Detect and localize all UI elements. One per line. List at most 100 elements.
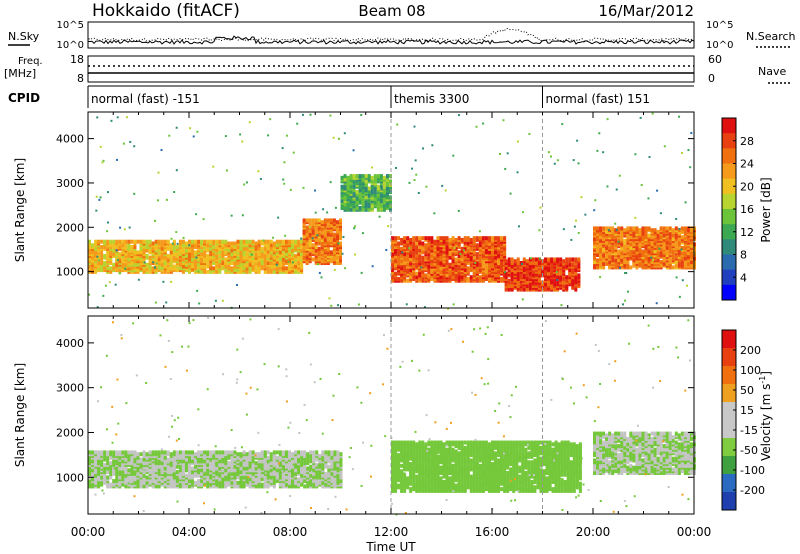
echo-cell (254, 241, 258, 246)
echo-cell (154, 480, 158, 485)
echo-cell (689, 240, 693, 245)
echo-cell (605, 229, 609, 234)
echo-speckle (414, 159, 417, 162)
echo-speckle (116, 258, 119, 261)
echo-speckle (618, 174, 621, 177)
echo-cell (329, 236, 333, 241)
echo-cell (421, 255, 425, 260)
echo-cell (203, 259, 207, 264)
echo-speckle (621, 303, 624, 306)
echo-cell (242, 250, 246, 255)
echo-cell (504, 282, 508, 287)
echo-speckle (125, 116, 128, 119)
echo-cell (230, 252, 234, 257)
echo-cell (504, 287, 508, 292)
noise-left-tick-bottom: 10^0 (57, 40, 84, 51)
echo-cell (671, 256, 675, 261)
echo-cell (556, 257, 560, 262)
echo-cell (191, 450, 195, 455)
echo-cell (136, 452, 140, 457)
echo-speckle (528, 132, 531, 135)
echo-cell (257, 239, 261, 244)
echo-cell (154, 245, 158, 250)
echo-cell (127, 257, 131, 262)
echo-cell (187, 450, 191, 455)
echo-cell (178, 239, 182, 244)
echo-cell (178, 468, 182, 473)
echo-cell (294, 471, 298, 476)
echo-cell (187, 462, 191, 467)
echo-cell (224, 480, 228, 485)
echo-cell (248, 252, 252, 257)
echo-cell (376, 193, 380, 198)
echo-cell (364, 174, 368, 179)
echo-cell (361, 200, 365, 205)
echo-cell (314, 218, 318, 223)
echo-cell (308, 239, 312, 244)
echo-cell (507, 278, 511, 283)
echo-cell (284, 269, 288, 274)
echo-cell (197, 479, 201, 484)
echo-cell (139, 457, 143, 462)
echo-cell (91, 473, 95, 478)
echo-cell (305, 218, 309, 223)
echo-speckle (517, 225, 520, 228)
echo-cell (148, 269, 152, 274)
echo-speckle (648, 155, 651, 158)
echo-cell (504, 259, 508, 264)
echo-cell (142, 457, 146, 462)
echo-cell (487, 262, 491, 267)
echo-speckle (241, 214, 244, 217)
echo-cell (355, 174, 359, 179)
echo-cell (297, 470, 301, 475)
echo-cell (97, 453, 101, 458)
echo-speckle (337, 242, 340, 245)
echo-cell (263, 450, 267, 455)
echo-cell (100, 459, 104, 464)
echo-cell (191, 246, 195, 251)
echo-speckle (195, 213, 198, 216)
echo-cell (91, 477, 95, 482)
echo-cell (430, 236, 434, 241)
echo-cell (154, 266, 158, 271)
echo-speckle (106, 191, 109, 194)
echo-cell (191, 239, 195, 244)
echo-cell (397, 259, 401, 264)
echo-speckle (498, 152, 501, 155)
echo-cell (209, 453, 213, 458)
echo-cell (528, 257, 532, 262)
echo-cell (230, 248, 234, 253)
echo-cell (184, 248, 188, 253)
echo-cell (397, 245, 401, 250)
echo-cell (127, 475, 131, 480)
echo-cell (169, 243, 173, 248)
echo-cell (306, 466, 310, 471)
echo-cell (148, 239, 152, 244)
echo-cell (224, 268, 228, 273)
echo-cell (121, 473, 125, 478)
echo-speckle (681, 152, 684, 155)
echo-cell (463, 255, 467, 260)
echo-cell (297, 257, 301, 262)
echo-cell (614, 228, 618, 233)
echo-cell (415, 271, 419, 276)
echo-cell (674, 263, 678, 268)
echo-cell (118, 461, 122, 466)
echo-speckle (593, 209, 596, 212)
echo-cell (97, 253, 101, 258)
echo-cell (321, 450, 325, 455)
echo-cell (115, 477, 119, 482)
echo-speckle (354, 253, 357, 256)
echo-cell (133, 459, 137, 464)
echo-cell (233, 450, 237, 455)
echo-cell (599, 238, 603, 243)
echo-cell (424, 262, 428, 267)
echo-cell (314, 227, 318, 232)
echo-cell (221, 450, 225, 455)
echo-cell (391, 275, 394, 280)
echo-speckle (353, 227, 356, 230)
echo-cell (184, 464, 188, 469)
echo-cell (522, 287, 526, 292)
echo-cell (683, 253, 687, 258)
